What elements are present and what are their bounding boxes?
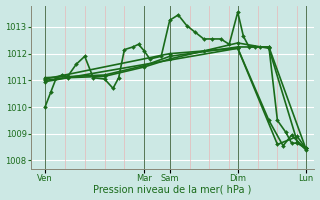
X-axis label: Pression niveau de la mer( hPa ): Pression niveau de la mer( hPa )	[93, 184, 252, 194]
